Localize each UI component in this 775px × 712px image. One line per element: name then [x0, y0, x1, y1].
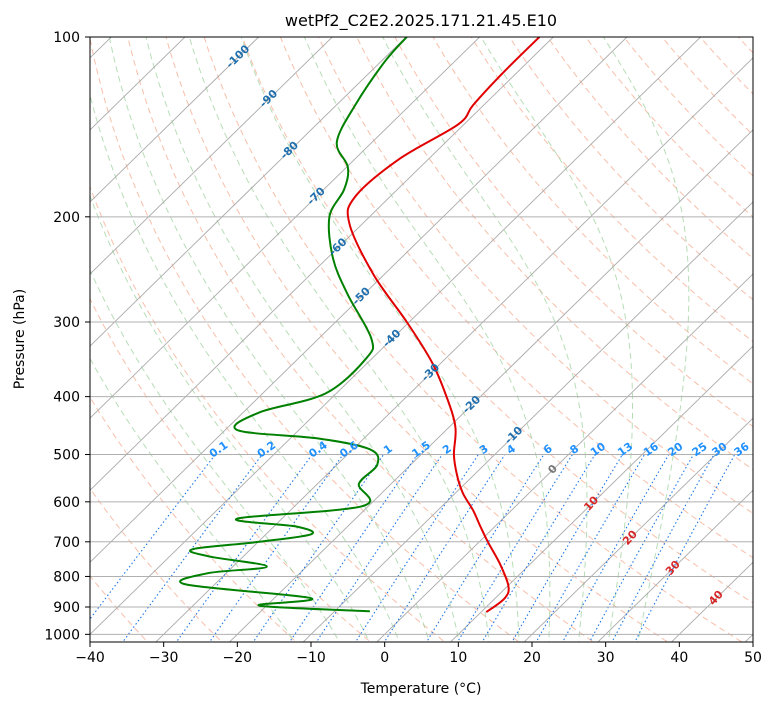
- y-tick-label: 1000: [44, 627, 80, 643]
- x-tick-label: 10: [449, 650, 467, 666]
- axis-layer: −40 −30 −20 −10 0 10 20 30 40 50 100 200 300 400 500 60…: [44, 30, 762, 666]
- dry-adiabat-line: [90, 297, 372, 642]
- mixing-ratio-line: [425, 454, 545, 642]
- isotherm-line: [90, 37, 186, 131]
- y-tick-label: 600: [53, 495, 80, 511]
- moist-adiabat-line: [90, 268, 341, 642]
- dry-adiabat-line: [203, 37, 743, 642]
- y-tick-label: 700: [53, 535, 80, 551]
- moist-adiabat-line: [303, 37, 551, 642]
- mixing-ratio-line: [634, 454, 736, 642]
- moist-adiabat-line: [382, 37, 588, 642]
- mixing-ratio-line: [315, 454, 443, 642]
- y-tick-label: 200: [53, 210, 80, 226]
- dry-adiabat-line: [470, 37, 753, 343]
- x-tick-label: −30: [149, 650, 179, 666]
- y-tick-label: 500: [53, 448, 80, 464]
- moist-adiabat-line: [108, 37, 430, 642]
- isotherm-line: [90, 37, 481, 419]
- moist-adiabat-line: [602, 37, 690, 642]
- series-layer: [179, 37, 541, 613]
- isotherm-line: [302, 201, 753, 642]
- x-tick-label: −20: [223, 650, 253, 666]
- x-tick-label: 0: [380, 650, 389, 666]
- y-tick-label: 300: [53, 315, 80, 331]
- dry-adiabat-line: [432, 37, 753, 385]
- x-tick-label: 40: [670, 650, 688, 666]
- y-tick-label: 800: [53, 569, 80, 585]
- x-axis-label: Temperature (°C): [360, 681, 482, 697]
- dry-adiabat-line: [90, 396, 297, 642]
- mixing-ratio-line: [511, 454, 623, 642]
- isotherm-line: [376, 273, 753, 642]
- isotherm-line: [90, 37, 407, 347]
- dry-adiabat-line: [394, 37, 753, 428]
- isotherm-line: [90, 37, 333, 275]
- grid-layer: [90, 37, 753, 642]
- moist-adiabat-line: [188, 37, 490, 642]
- x-tick-label: 50: [744, 650, 762, 666]
- plot-frame: [89, 36, 754, 643]
- y-tick-label: 900: [53, 600, 80, 616]
- mixing-ratio-line: [383, 454, 506, 642]
- dry-adiabat-line: [165, 37, 669, 642]
- chart-title: wetPf2_C2E2.2025.171.21.45.E10: [285, 11, 557, 31]
- moist-adiabat-line: [240, 37, 520, 642]
- dry-adiabat-line: [508, 37, 753, 301]
- mixing-ratio-line: [175, 454, 313, 642]
- x-tick-label: −40: [75, 650, 105, 666]
- mixing-ratio-line: [611, 454, 715, 642]
- moist-adiabat-line: [90, 93, 400, 642]
- isotherm-line: [228, 129, 753, 642]
- isotherm-line: [597, 489, 753, 642]
- moist-adiabat-line: [145, 37, 460, 642]
- dry-adiabat-line: [90, 37, 520, 642]
- x-tick-label: −10: [296, 650, 326, 666]
- y-tick-label: 400: [53, 390, 80, 406]
- y-axis-label: Pressure (hPa): [12, 289, 28, 389]
- mixing-ratio-line: [122, 454, 263, 642]
- isotherm-line: [90, 37, 702, 635]
- isotherm-line: [90, 37, 260, 203]
- mixing-ratio-line: [354, 454, 479, 642]
- x-tick-label: 30: [597, 650, 615, 666]
- mixing-ratio-line: [288, 454, 418, 642]
- isotherm-line: [155, 57, 753, 642]
- moist-adiabat-line: [480, 37, 633, 642]
- isotherm-line: [523, 417, 753, 642]
- isotherm-line: [449, 345, 753, 642]
- mixing-ratio-line: [252, 454, 385, 642]
- dewpoint-profile-line: [179, 37, 408, 613]
- isotherm-line: [90, 37, 554, 491]
- x-tick-label: 20: [523, 650, 541, 666]
- dry-adiabat-line: [127, 37, 595, 642]
- temperature-profile-line: [346, 37, 541, 613]
- dry-adiabat-line: [90, 185, 446, 642]
- isotherm-line: [90, 37, 628, 563]
- dry-adiabat-line: [279, 37, 753, 559]
- y-tick-label: 100: [53, 30, 80, 46]
- mixing-ratio-line: [481, 454, 596, 642]
